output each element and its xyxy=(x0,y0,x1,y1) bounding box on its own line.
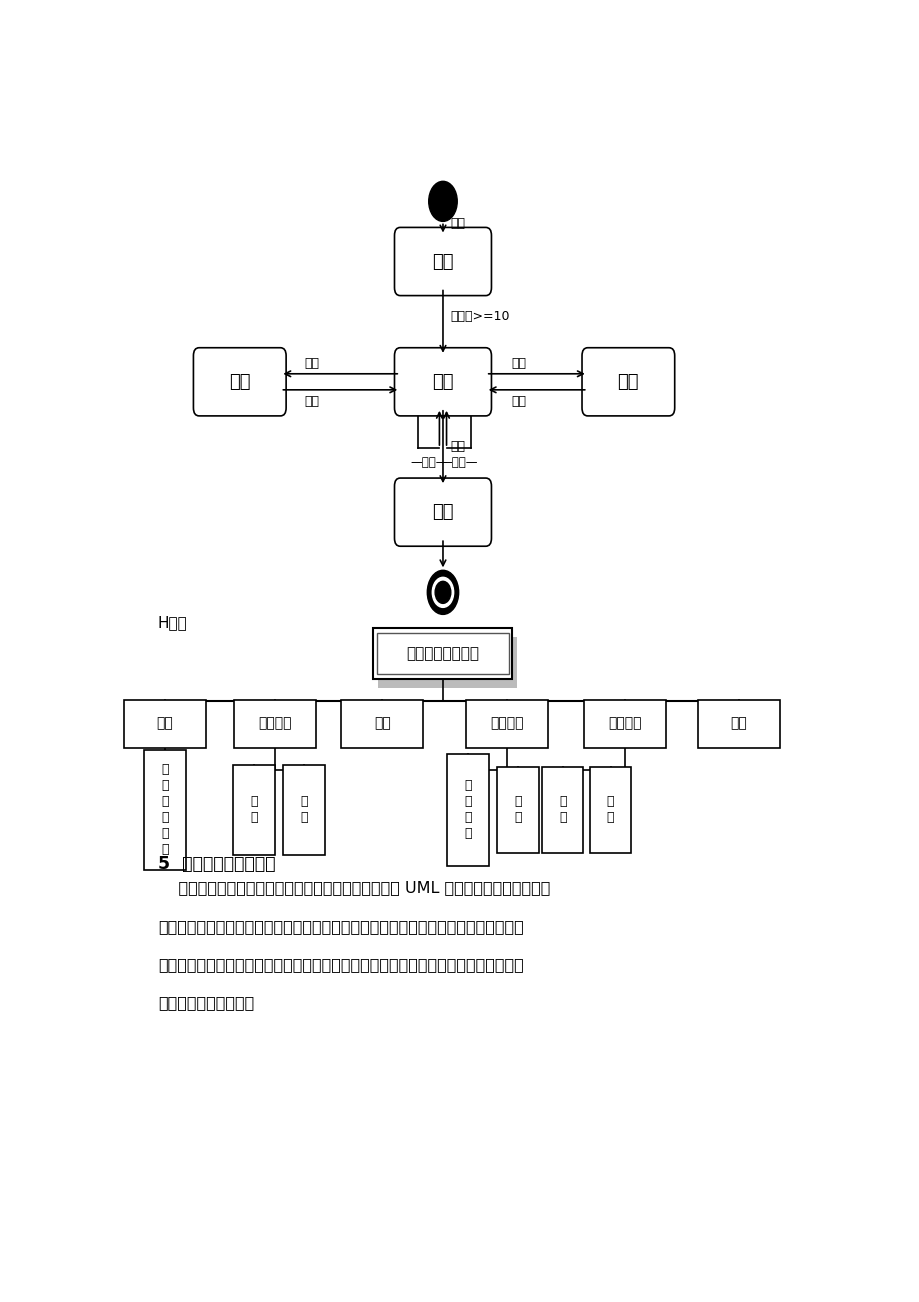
Text: 挂失: 挂失 xyxy=(511,357,526,370)
Text: 息管理系统的构造的。: 息管理系统的构造的。 xyxy=(158,995,254,1010)
Text: 存储业务: 存储业务 xyxy=(258,716,292,730)
Text: 其他业务: 其他业务 xyxy=(607,716,641,730)
Text: 开户额>=10: 开户额>=10 xyxy=(449,310,509,323)
Circle shape xyxy=(435,581,450,603)
Text: 销户: 销户 xyxy=(449,440,465,453)
Text: 开户: 开户 xyxy=(156,716,173,730)
Bar xyxy=(541,767,583,853)
Text: 挂
失: 挂 失 xyxy=(559,796,566,824)
Bar xyxy=(373,629,512,678)
FancyBboxPatch shape xyxy=(394,478,491,547)
Bar xyxy=(447,754,488,866)
Bar xyxy=(233,764,275,855)
Text: 信息编辑: 信息编辑 xyxy=(490,716,523,730)
Bar xyxy=(496,767,538,853)
Text: 冻结: 冻结 xyxy=(304,357,319,370)
Text: 冻
结: 冻 结 xyxy=(607,796,614,824)
FancyBboxPatch shape xyxy=(193,348,286,415)
Text: 冻结: 冻结 xyxy=(229,372,250,391)
Bar xyxy=(124,699,206,747)
Text: 银行信息管理系统: 银行信息管理系统 xyxy=(406,646,479,661)
Text: —取款—: —取款— xyxy=(440,456,477,469)
Circle shape xyxy=(426,570,459,615)
Bar xyxy=(377,634,508,673)
FancyBboxPatch shape xyxy=(394,228,491,296)
Text: 这是一种小型的简朴的系统分析系统，对于我们学过 UML 的学生来说不是很难，如: 这是一种小型的简朴的系统分析系统，对于我们学过 UML 的学生来说不是很难，如 xyxy=(158,880,550,896)
Text: 销户: 销户 xyxy=(730,716,746,730)
FancyBboxPatch shape xyxy=(582,348,674,415)
Text: 查
询: 查 询 xyxy=(514,796,521,824)
Text: 销户: 销户 xyxy=(432,503,453,521)
Bar xyxy=(466,699,548,747)
Text: 解挂: 解挂 xyxy=(511,396,526,409)
Text: 挂失: 挂失 xyxy=(617,372,639,391)
Text: 开户: 开户 xyxy=(432,253,453,271)
Text: 转账: 转账 xyxy=(374,716,391,730)
Text: 5  成果分析与实验体会: 5 成果分析与实验体会 xyxy=(158,855,275,874)
Bar xyxy=(584,699,665,747)
Bar xyxy=(144,750,186,870)
Circle shape xyxy=(428,181,457,221)
Bar xyxy=(283,764,324,855)
Text: 我想还是慢慢来，也许对我来说效果会更好点。下次实验会更加丰富本次实验的银行信: 我想还是慢慢来，也许对我来说效果会更好点。下次实验会更加丰富本次实验的银行信 xyxy=(158,957,523,971)
Bar xyxy=(698,699,779,747)
Circle shape xyxy=(432,577,453,607)
Text: H图：: H图： xyxy=(158,615,187,630)
Bar xyxy=(234,699,316,747)
Bar xyxy=(341,699,423,747)
FancyBboxPatch shape xyxy=(394,348,491,415)
Text: 选
择
开
户
类
型: 选 择 开 户 类 型 xyxy=(161,763,168,857)
Text: 开户: 开户 xyxy=(449,217,465,230)
Text: 存
款: 存 款 xyxy=(250,796,257,824)
Text: 修
改
密
码: 修 改 密 码 xyxy=(464,780,471,840)
Text: 解冻: 解冻 xyxy=(304,396,319,409)
Bar xyxy=(378,638,516,687)
Bar xyxy=(589,767,630,853)
Text: 正常: 正常 xyxy=(432,372,453,391)
Text: 果系统变复杂了，也许就比较难了，第一次实验我没有把系统定位在很复杂的层次上，: 果系统变复杂了，也许就比较难了，第一次实验我没有把系统定位在很复杂的层次上， xyxy=(158,919,523,934)
Text: —存款—: —存款— xyxy=(410,456,447,469)
Text: 取
款: 取 款 xyxy=(300,796,307,824)
